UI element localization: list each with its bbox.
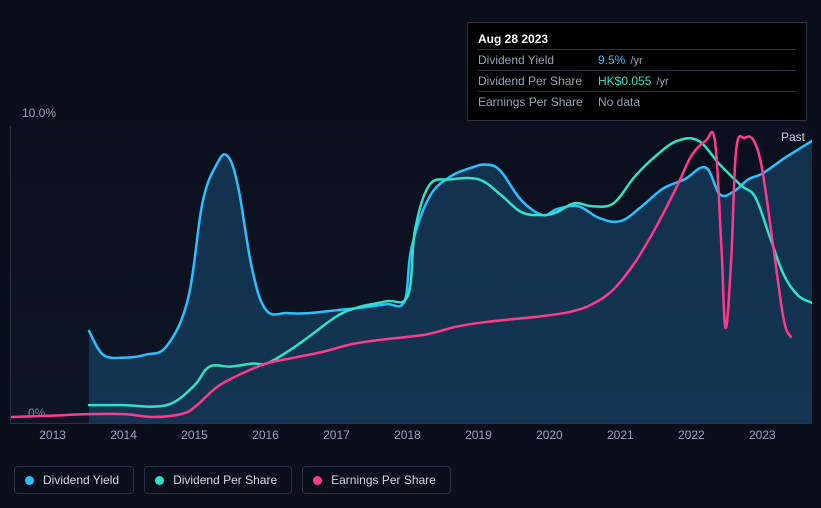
legend-item-label: Dividend Per Share xyxy=(173,473,277,487)
x-axis-tick: 2018 xyxy=(394,428,421,442)
x-axis-tick: 2016 xyxy=(252,428,279,442)
legend-item-label: Earnings Per Share xyxy=(331,473,436,487)
x-axis-tick: 2017 xyxy=(323,428,350,442)
legend-swatch-icon xyxy=(313,476,322,485)
legend-item-dividend-yield[interactable]: Dividend Yield xyxy=(14,466,134,494)
chart-tooltip: Aug 28 2023 Dividend Yield9.5% /yrDivide… xyxy=(467,22,807,121)
x-axis: 2013 2014 2015 2016 2017 2018 2019 2020 2021 2022… xyxy=(10,428,812,446)
x-axis-tick: 2013 xyxy=(39,428,66,442)
x-axis-tick: 2015 xyxy=(181,428,208,442)
legend-item-earnings-per-share[interactable]: Earnings Per Share xyxy=(302,466,451,494)
legend-swatch-icon xyxy=(155,476,164,485)
x-axis-tick: 2019 xyxy=(465,428,492,442)
legend-item-label: Dividend Yield xyxy=(43,473,119,487)
tooltip-row-label: Earnings Per Share xyxy=(478,95,598,109)
legend-item-dividend-per-share[interactable]: Dividend Per Share xyxy=(144,466,292,494)
tooltip-row-value: 9.5% /yr xyxy=(598,53,643,67)
tooltip-row-label: Dividend Per Share xyxy=(478,74,598,88)
x-axis-tick: 2022 xyxy=(678,428,705,442)
tooltip-row-value: No data xyxy=(598,95,640,109)
tooltip-row-label: Dividend Yield xyxy=(478,53,598,67)
legend-swatch-icon xyxy=(25,476,34,485)
tooltip-row-value: HK$0.055 /yr xyxy=(598,74,669,88)
chart-legend: Dividend Yield Dividend Per Share Earnings… xyxy=(14,466,451,494)
past-label: Past xyxy=(781,130,805,144)
x-axis-tick: 2014 xyxy=(110,428,137,442)
tooltip-row: Earnings Per ShareNo data xyxy=(478,91,796,112)
tooltip-row: Dividend Per ShareHK$0.055 /yr xyxy=(478,70,796,91)
chart-plot-area[interactable] xyxy=(10,126,812,424)
x-axis-tick: 2023 xyxy=(749,428,776,442)
x-axis-tick: 2020 xyxy=(536,428,563,442)
x-axis-tick: 2021 xyxy=(607,428,634,442)
tooltip-date: Aug 28 2023 xyxy=(478,29,796,49)
chart-svg xyxy=(11,126,812,423)
y-axis-label-max: 10.0% xyxy=(22,106,56,120)
tooltip-row: Dividend Yield9.5% /yr xyxy=(478,49,796,70)
